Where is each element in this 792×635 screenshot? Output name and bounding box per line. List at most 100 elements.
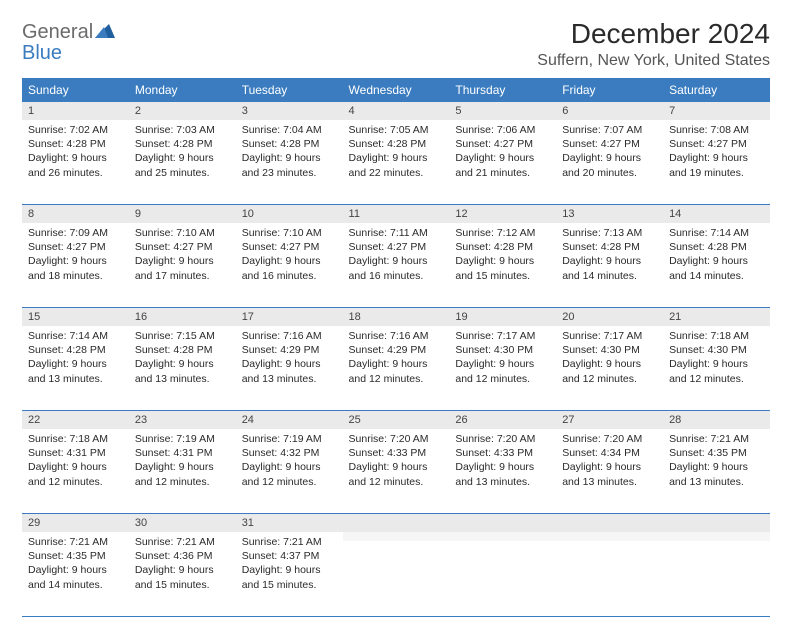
sunset-line: Sunset: 4:28 PM bbox=[562, 240, 657, 254]
sunset-line: Sunset: 4:27 PM bbox=[242, 240, 337, 254]
daylight-line: Daylight: 9 hours and 12 minutes. bbox=[242, 460, 337, 488]
dow-header: Wednesday bbox=[343, 78, 450, 102]
daylight-line: Daylight: 9 hours and 16 minutes. bbox=[349, 254, 444, 282]
sunrise-line: Sunrise: 7:14 AM bbox=[669, 226, 764, 240]
sunrise-line: Sunrise: 7:16 AM bbox=[242, 329, 337, 343]
day-number bbox=[556, 514, 663, 533]
week-row: Sunrise: 7:21 AMSunset: 4:35 PMDaylight:… bbox=[22, 532, 770, 617]
sunrise-line: Sunrise: 7:15 AM bbox=[135, 329, 230, 343]
sunrise-line: Sunrise: 7:12 AM bbox=[455, 226, 550, 240]
sunrise-line: Sunrise: 7:20 AM bbox=[349, 432, 444, 446]
day-number bbox=[343, 514, 450, 533]
day-number: 31 bbox=[236, 514, 343, 533]
sunset-line: Sunset: 4:33 PM bbox=[455, 446, 550, 460]
daylight-line: Daylight: 9 hours and 15 minutes. bbox=[242, 563, 337, 591]
day-number: 10 bbox=[236, 205, 343, 224]
daylight-line: Daylight: 9 hours and 19 minutes. bbox=[669, 151, 764, 179]
day-number: 27 bbox=[556, 411, 663, 430]
daylight-line: Daylight: 9 hours and 12 minutes. bbox=[135, 460, 230, 488]
day-number: 11 bbox=[343, 205, 450, 224]
sunrise-line: Sunrise: 7:21 AM bbox=[669, 432, 764, 446]
day-cell: Sunrise: 7:02 AMSunset: 4:28 PMDaylight:… bbox=[22, 120, 129, 205]
sunset-line: Sunset: 4:28 PM bbox=[28, 137, 123, 151]
day-cell: Sunrise: 7:20 AMSunset: 4:34 PMDaylight:… bbox=[556, 429, 663, 514]
day-cell: Sunrise: 7:09 AMSunset: 4:27 PMDaylight:… bbox=[22, 223, 129, 308]
day-cell: Sunrise: 7:20 AMSunset: 4:33 PMDaylight:… bbox=[449, 429, 556, 514]
day-cell: Sunrise: 7:15 AMSunset: 4:28 PMDaylight:… bbox=[129, 326, 236, 411]
daynum-row: 15161718192021 bbox=[22, 308, 770, 327]
sunset-line: Sunset: 4:36 PM bbox=[135, 549, 230, 563]
sunset-line: Sunset: 4:27 PM bbox=[135, 240, 230, 254]
sunset-line: Sunset: 4:31 PM bbox=[135, 446, 230, 460]
day-number: 3 bbox=[236, 102, 343, 120]
daylight-line: Daylight: 9 hours and 12 minutes. bbox=[455, 357, 550, 385]
sunrise-line: Sunrise: 7:07 AM bbox=[562, 123, 657, 137]
sunrise-line: Sunrise: 7:17 AM bbox=[562, 329, 657, 343]
sunrise-line: Sunrise: 7:08 AM bbox=[669, 123, 764, 137]
sunset-line: Sunset: 4:30 PM bbox=[562, 343, 657, 357]
day-cell: Sunrise: 7:21 AMSunset: 4:37 PMDaylight:… bbox=[236, 532, 343, 617]
day-cell: Sunrise: 7:19 AMSunset: 4:32 PMDaylight:… bbox=[236, 429, 343, 514]
sunset-line: Sunset: 4:27 PM bbox=[669, 137, 764, 151]
sunrise-line: Sunrise: 7:11 AM bbox=[349, 226, 444, 240]
daylight-line: Daylight: 9 hours and 12 minutes. bbox=[562, 357, 657, 385]
day-cell bbox=[449, 532, 556, 617]
day-cell: Sunrise: 7:17 AMSunset: 4:30 PMDaylight:… bbox=[449, 326, 556, 411]
sunset-line: Sunset: 4:27 PM bbox=[455, 137, 550, 151]
day-cell: Sunrise: 7:21 AMSunset: 4:36 PMDaylight:… bbox=[129, 532, 236, 617]
daynum-row: 293031 bbox=[22, 514, 770, 533]
day-cell: Sunrise: 7:20 AMSunset: 4:33 PMDaylight:… bbox=[343, 429, 450, 514]
sunset-line: Sunset: 4:28 PM bbox=[669, 240, 764, 254]
day-number: 26 bbox=[449, 411, 556, 430]
daylight-line: Daylight: 9 hours and 20 minutes. bbox=[562, 151, 657, 179]
sunset-line: Sunset: 4:35 PM bbox=[669, 446, 764, 460]
day-cell: Sunrise: 7:16 AMSunset: 4:29 PMDaylight:… bbox=[343, 326, 450, 411]
sunset-line: Sunset: 4:31 PM bbox=[28, 446, 123, 460]
sunset-line: Sunset: 4:28 PM bbox=[349, 137, 444, 151]
sunrise-line: Sunrise: 7:17 AM bbox=[455, 329, 550, 343]
daynum-row: 22232425262728 bbox=[22, 411, 770, 430]
day-number: 29 bbox=[22, 514, 129, 533]
daylight-line: Daylight: 9 hours and 22 minutes. bbox=[349, 151, 444, 179]
sunset-line: Sunset: 4:27 PM bbox=[349, 240, 444, 254]
day-number: 14 bbox=[663, 205, 770, 224]
daylight-line: Daylight: 9 hours and 18 minutes. bbox=[28, 254, 123, 282]
dow-row: Sunday Monday Tuesday Wednesday Thursday… bbox=[22, 78, 770, 102]
day-number: 2 bbox=[129, 102, 236, 120]
sunrise-line: Sunrise: 7:10 AM bbox=[242, 226, 337, 240]
day-number: 25 bbox=[343, 411, 450, 430]
daylight-line: Daylight: 9 hours and 21 minutes. bbox=[455, 151, 550, 179]
sunrise-line: Sunrise: 7:19 AM bbox=[135, 432, 230, 446]
day-number: 8 bbox=[22, 205, 129, 224]
dow-header: Sunday bbox=[22, 78, 129, 102]
calendar-table: Sunday Monday Tuesday Wednesday Thursday… bbox=[22, 78, 770, 617]
day-number: 1 bbox=[22, 102, 129, 120]
sunset-line: Sunset: 4:28 PM bbox=[242, 137, 337, 151]
dow-header: Saturday bbox=[663, 78, 770, 102]
sunset-line: Sunset: 4:32 PM bbox=[242, 446, 337, 460]
daylight-line: Daylight: 9 hours and 25 minutes. bbox=[135, 151, 230, 179]
daylight-line: Daylight: 9 hours and 17 minutes. bbox=[135, 254, 230, 282]
sunrise-line: Sunrise: 7:20 AM bbox=[455, 432, 550, 446]
week-row: Sunrise: 7:09 AMSunset: 4:27 PMDaylight:… bbox=[22, 223, 770, 308]
daylight-line: Daylight: 9 hours and 14 minutes. bbox=[562, 254, 657, 282]
day-cell: Sunrise: 7:04 AMSunset: 4:28 PMDaylight:… bbox=[236, 120, 343, 205]
day-cell bbox=[663, 532, 770, 617]
dow-header: Thursday bbox=[449, 78, 556, 102]
daylight-line: Daylight: 9 hours and 14 minutes. bbox=[669, 254, 764, 282]
daylight-line: Daylight: 9 hours and 23 minutes. bbox=[242, 151, 337, 179]
brand-logo: General Blue bbox=[22, 18, 115, 64]
day-number: 18 bbox=[343, 308, 450, 327]
sunset-line: Sunset: 4:27 PM bbox=[28, 240, 123, 254]
day-number: 12 bbox=[449, 205, 556, 224]
daylight-line: Daylight: 9 hours and 15 minutes. bbox=[455, 254, 550, 282]
day-cell: Sunrise: 7:16 AMSunset: 4:29 PMDaylight:… bbox=[236, 326, 343, 411]
dow-header: Monday bbox=[129, 78, 236, 102]
sunset-line: Sunset: 4:28 PM bbox=[135, 343, 230, 357]
day-number: 6 bbox=[556, 102, 663, 120]
sunrise-line: Sunrise: 7:05 AM bbox=[349, 123, 444, 137]
daylight-line: Daylight: 9 hours and 12 minutes. bbox=[349, 357, 444, 385]
daylight-line: Daylight: 9 hours and 13 minutes. bbox=[562, 460, 657, 488]
sunrise-line: Sunrise: 7:18 AM bbox=[28, 432, 123, 446]
week-row: Sunrise: 7:18 AMSunset: 4:31 PMDaylight:… bbox=[22, 429, 770, 514]
